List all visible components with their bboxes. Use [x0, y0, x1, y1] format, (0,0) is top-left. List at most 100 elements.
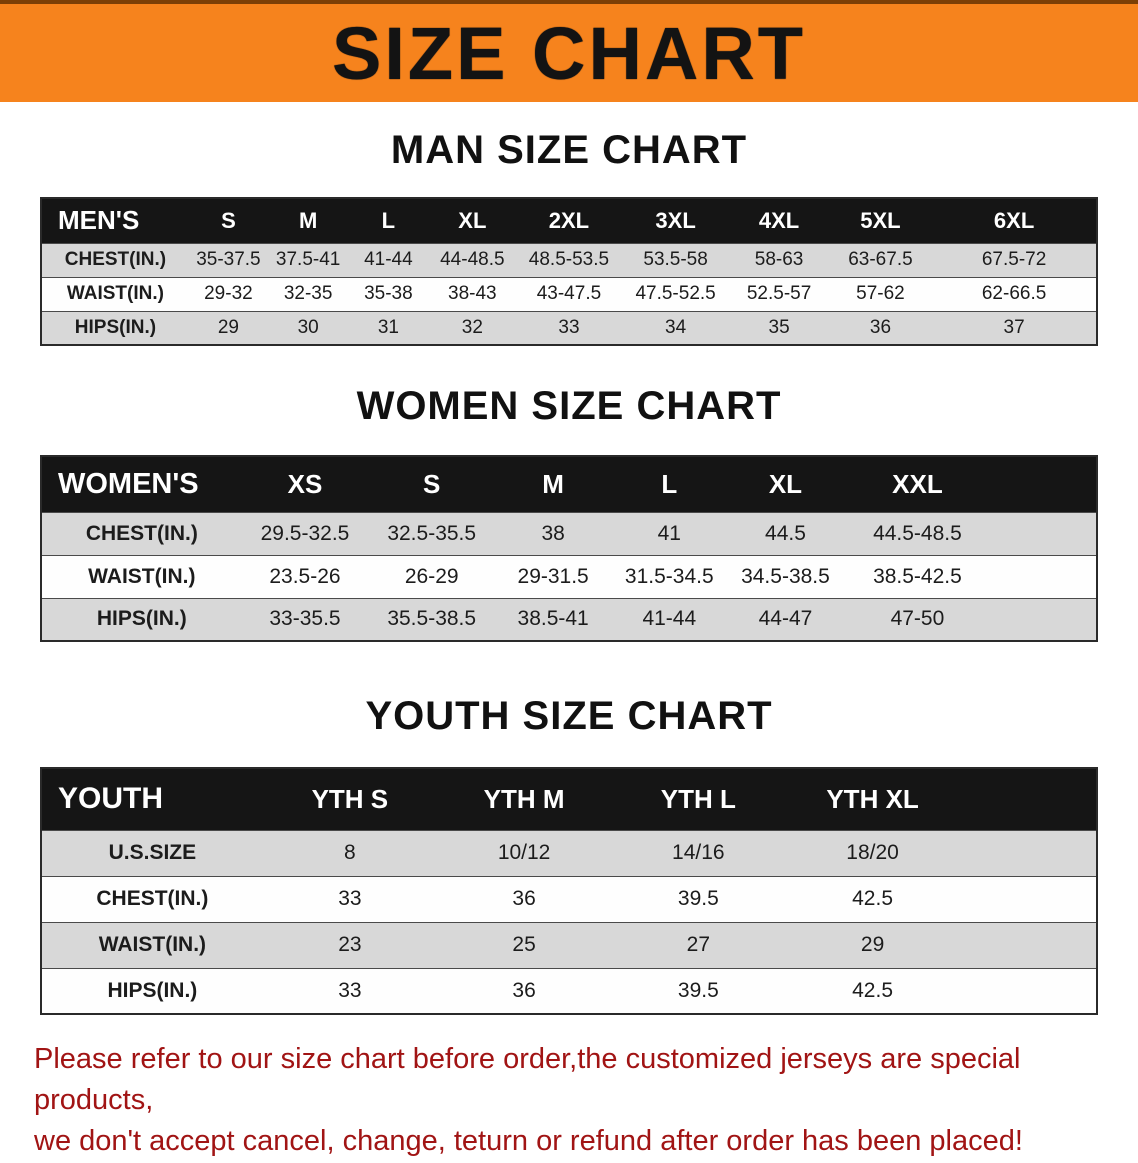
value-cell: 38-43	[428, 276, 517, 311]
value-cell: 33	[262, 967, 437, 1014]
value-cell: 29-31.5	[495, 554, 612, 598]
size-header-cell: 6XL	[932, 198, 1097, 243]
value-cell: 44.5	[727, 511, 844, 555]
size-header-cell: 3XL	[621, 198, 730, 243]
youth-size-table: YOUTH YTH S YTH M YTH L YTH XL U.S.SIZE 8 10/12…	[40, 767, 1098, 1015]
size-header-cell: YTH S	[262, 768, 437, 830]
value-cell: 25	[436, 921, 612, 968]
disclaimer-line-2: we don't accept cancel, change, teturn o…	[34, 1125, 1023, 1158]
value-cell: 35-38	[348, 276, 429, 311]
page-title: SIZE CHART	[332, 11, 806, 95]
women-size-table: WOMEN'S XS S M L XL XXL CHEST(IN.) 29.5-32.5 32.5…	[40, 455, 1098, 642]
disclaimer-line-1: Please refer to our size chart before or…	[34, 1043, 1021, 1117]
table-row: WAIST(IN.) 29-32 32-35 35-38 38-43 43-47.5 47.…	[41, 276, 1097, 311]
value-cell: 38	[495, 511, 612, 555]
size-header-cell: YTH L	[611, 768, 786, 830]
value-cell: 35.5-38.5	[368, 597, 496, 641]
row-label-cell: U.S.SIZE	[41, 829, 263, 876]
value-cell: 30	[268, 310, 349, 345]
value-cell: 41	[611, 511, 728, 555]
value-cell: 23.5-26	[241, 554, 369, 598]
spacer-cell	[959, 875, 1097, 922]
table-header-row: MEN'S S M L XL 2XL 3XL 4XL 5XL 6XL	[41, 198, 1097, 243]
size-header-cell: 4XL	[729, 198, 829, 243]
value-cell: 42.5	[785, 875, 960, 922]
table-row: HIPS(IN.) 29 30 31 32 33 34 35 36 37	[41, 310, 1097, 345]
value-cell: 38.5-41	[495, 597, 612, 641]
spacer-cell	[959, 921, 1097, 968]
banner: SIZE CHART	[0, 0, 1138, 102]
value-cell: 33	[516, 310, 622, 345]
value-cell: 37.5-41	[268, 242, 349, 277]
value-cell: 44.5-48.5	[843, 511, 992, 555]
size-header-cell: YTH XL	[785, 768, 960, 830]
value-cell: 37	[932, 310, 1097, 345]
value-cell: 41-44	[611, 597, 728, 641]
spacer-cell	[991, 554, 1097, 598]
table-title-cell: YOUTH	[41, 768, 263, 830]
row-label-cell: CHEST(IN.)	[41, 875, 263, 922]
spacer-cell	[991, 456, 1097, 512]
table-title-cell: WOMEN'S	[41, 456, 242, 512]
size-header-cell: 2XL	[516, 198, 622, 243]
value-cell: 39.5	[611, 875, 786, 922]
table-header-row: YOUTH YTH S YTH M YTH L YTH XL	[41, 768, 1097, 830]
size-header-cell: M	[268, 198, 349, 243]
value-cell: 36	[828, 310, 933, 345]
value-cell: 23	[262, 921, 437, 968]
size-header-cell: L	[611, 456, 728, 512]
table-title-cell: MEN'S	[41, 198, 189, 243]
value-cell: 29	[785, 921, 960, 968]
value-cell: 58-63	[729, 242, 829, 277]
value-cell: 31	[348, 310, 429, 345]
row-label-cell: HIPS(IN.)	[41, 597, 242, 641]
value-cell: 39.5	[611, 967, 786, 1014]
women-size-section: WOMEN SIZE CHART WOMEN'S XS S M L XL XXL CHEST(…	[0, 384, 1138, 642]
table-header-row: WOMEN'S XS S M L XL XXL	[41, 456, 1097, 512]
value-cell: 52.5-57	[729, 276, 829, 311]
value-cell: 53.5-58	[621, 242, 730, 277]
size-header-cell: S	[368, 456, 496, 512]
table-row: HIPS(IN.) 33-35.5 35.5-38.5 38.5-41 41-44 44-…	[41, 597, 1097, 641]
spacer-cell	[991, 511, 1097, 555]
value-cell: 29	[188, 310, 269, 345]
value-cell: 29.5-32.5	[241, 511, 369, 555]
value-cell: 33-35.5	[241, 597, 369, 641]
value-cell: 48.5-53.5	[516, 242, 622, 277]
spacer-cell	[991, 597, 1097, 641]
spacer-cell	[959, 768, 1097, 830]
value-cell: 41-44	[348, 242, 429, 277]
value-cell: 44-47	[727, 597, 844, 641]
value-cell: 34	[621, 310, 730, 345]
row-label-cell: CHEST(IN.)	[41, 511, 242, 555]
men-section-heading: MAN SIZE CHART	[390, 128, 748, 172]
row-label-cell: HIPS(IN.)	[41, 967, 263, 1014]
value-cell: 47-50	[843, 597, 992, 641]
value-cell: 14/16	[611, 829, 786, 876]
table-row: WAIST(IN.) 23 25 27 29	[41, 921, 1097, 968]
table-row: CHEST(IN.) 35-37.5 37.5-41 41-44 44-48.5 48.5…	[41, 242, 1097, 277]
value-cell: 34.5-38.5	[727, 554, 844, 598]
men-size-table: MEN'S S M L XL 2XL 3XL 4XL 5XL 6XL CHEST(IN.) 35-37…	[40, 197, 1098, 346]
table-row: WAIST(IN.) 23.5-26 26-29 29-31.5 31.5-34.5 34…	[41, 554, 1097, 598]
value-cell: 44-48.5	[428, 242, 517, 277]
value-cell: 32.5-35.5	[368, 511, 496, 555]
value-cell: 32-35	[268, 276, 349, 311]
value-cell: 35-37.5	[188, 242, 269, 277]
row-label-cell: WAIST(IN.)	[41, 276, 189, 311]
size-header-cell: YTH M	[436, 768, 612, 830]
size-header-cell: XL	[727, 456, 844, 512]
value-cell: 35	[729, 310, 829, 345]
size-header-cell: S	[188, 198, 269, 243]
row-label-cell: WAIST(IN.)	[41, 921, 263, 968]
value-cell: 26-29	[368, 554, 496, 598]
value-cell: 32	[428, 310, 517, 345]
value-cell: 10/12	[436, 829, 612, 876]
spacer-cell	[959, 829, 1097, 876]
table-row: U.S.SIZE 8 10/12 14/16 18/20	[41, 829, 1097, 876]
value-cell: 43-47.5	[516, 276, 622, 311]
value-cell: 47.5-52.5	[621, 276, 730, 311]
men-size-section: MAN SIZE CHART MEN'S S M L XL 2XL 3XL 4XL 5XL 6XL…	[0, 128, 1138, 346]
table-row: CHEST(IN.) 33 36 39.5 42.5	[41, 875, 1097, 922]
value-cell: 36	[436, 967, 612, 1014]
